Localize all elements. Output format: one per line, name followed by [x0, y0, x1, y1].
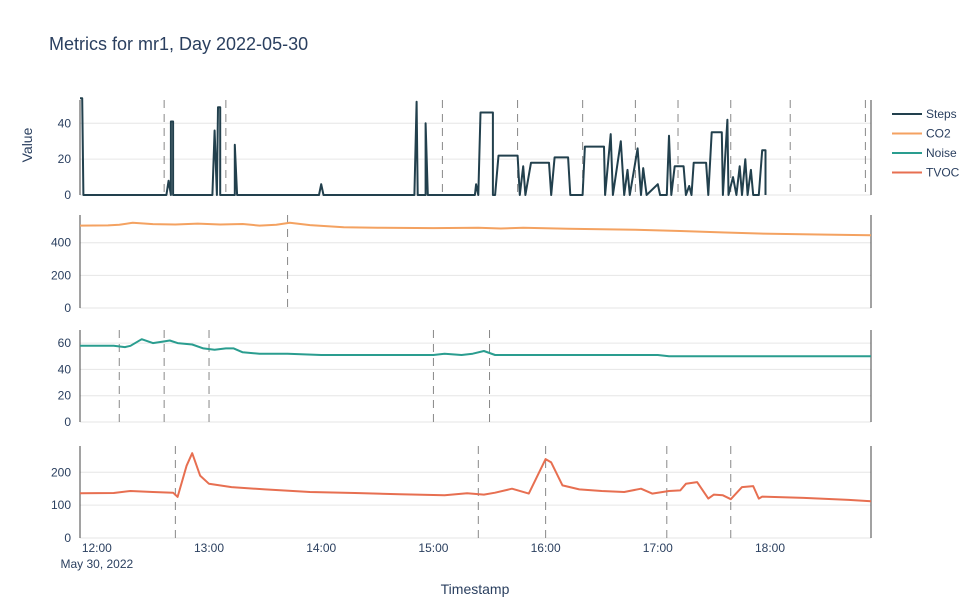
- x-tick-label: 17:00: [643, 541, 673, 555]
- x-axis: 12:00 May 30, 2022 13:00 14:00 15:00 16:00 17:…: [60, 541, 785, 571]
- y-tick-label-noise: 20: [58, 389, 72, 403]
- y-tick-label-co2: 0: [64, 301, 71, 315]
- x-tick-label: 12:00: [82, 541, 112, 555]
- x-tick-label: 13:00: [194, 541, 224, 555]
- legend-item-noise[interactable]: Noise: [892, 146, 957, 160]
- y-tick-label-steps: 0: [64, 188, 71, 202]
- x-tick-label: 15:00: [418, 541, 448, 555]
- y-tick-label-noise: 0: [64, 415, 71, 429]
- series-line-tvoc: [79, 452, 872, 503]
- series-line-noise: [80, 338, 871, 358]
- y-tick-label-steps: 20: [58, 152, 72, 166]
- y-tick-label-tvoc: 200: [51, 465, 71, 479]
- x-tick-label: 18:00: [755, 541, 785, 555]
- legend-item-steps[interactable]: Steps: [892, 107, 957, 121]
- y-axis-title: Value: [19, 127, 35, 162]
- series-line-co2: [79, 221, 872, 237]
- y-tick-label-tvoc: 0: [64, 531, 71, 545]
- legend-label-steps: Steps: [926, 107, 957, 121]
- legend-item-tvoc[interactable]: TVOC: [892, 166, 960, 180]
- x-tick-label: 16:00: [531, 541, 561, 555]
- y-tick-label-tvoc: 100: [51, 498, 71, 512]
- chart-title: Metrics for mr1, Day 2022-05-30: [49, 34, 308, 54]
- legend-label-co2: CO2: [926, 127, 951, 141]
- legend[interactable]: Steps CO2 Noise TVOC: [892, 107, 960, 180]
- x-axis-title: Timestamp: [441, 581, 510, 597]
- x-tick-label: 14:00: [306, 541, 336, 555]
- series-line-steps: [80, 97, 767, 196]
- x-tick-sublabel: May 30, 2022: [60, 557, 133, 571]
- legend-item-co2[interactable]: CO2: [892, 127, 951, 141]
- subplot-co2: 0 200 400: [51, 215, 872, 315]
- legend-label-noise: Noise: [926, 146, 957, 160]
- y-tick-label-co2: 200: [51, 268, 71, 282]
- y-tick-label-noise: 40: [58, 362, 72, 376]
- y-tick-label-steps: 40: [58, 116, 72, 130]
- legend-label-tvoc: TVOC: [926, 166, 960, 180]
- subplot-steps: 0 20 40: [58, 97, 872, 202]
- y-tick-label-co2: 400: [51, 236, 71, 250]
- y-tick-label-noise: 60: [58, 336, 72, 350]
- subplot-noise: 0 20 40 60: [58, 330, 872, 429]
- subplot-tvoc: 0 100 200: [51, 446, 872, 545]
